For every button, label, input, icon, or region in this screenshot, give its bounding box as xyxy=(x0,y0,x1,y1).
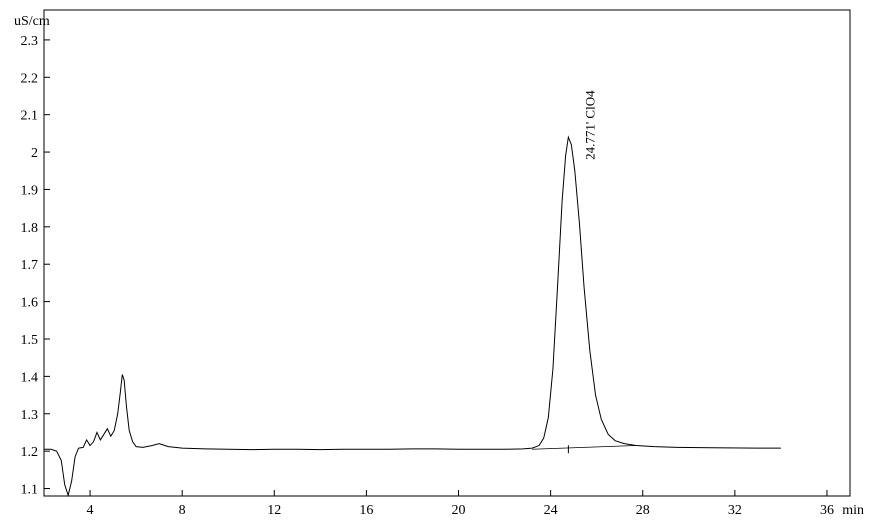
svg-text:2.3: 2.3 xyxy=(21,34,39,49)
x-axis-label: min xyxy=(842,503,864,518)
svg-text:8: 8 xyxy=(179,503,186,518)
y-axis-ticks: 1.1 1.2 1.3 1.4 1.5 1.6 1.7 1.8 1.9 2 2.1 2.2 2.3 xyxy=(21,34,51,498)
svg-text:32: 32 xyxy=(728,503,742,518)
svg-text:2.1: 2.1 xyxy=(21,109,39,124)
svg-text:1.3: 1.3 xyxy=(21,408,39,423)
svg-text:16: 16 xyxy=(359,503,373,518)
chromatogram-trace xyxy=(44,137,781,495)
svg-text:2.2: 2.2 xyxy=(21,71,39,86)
svg-text:1.5: 1.5 xyxy=(21,333,39,348)
svg-text:12: 12 xyxy=(267,503,281,518)
svg-text:1.1: 1.1 xyxy=(21,483,39,498)
svg-text:1.6: 1.6 xyxy=(21,296,39,311)
plot-frame xyxy=(44,10,850,496)
svg-text:1.2: 1.2 xyxy=(21,445,39,460)
svg-text:20: 20 xyxy=(452,503,466,518)
y-axis-label: uS/cm xyxy=(14,14,50,29)
svg-text:1.7: 1.7 xyxy=(21,258,39,273)
svg-text:4: 4 xyxy=(87,503,94,518)
peak-label: 24.771' ClO4 xyxy=(582,90,597,160)
svg-text:36: 36 xyxy=(820,503,834,518)
x-axis-ticks: 4 8 12 16 20 24 28 32 36 xyxy=(87,490,834,518)
svg-text:28: 28 xyxy=(636,503,650,518)
svg-text:1.8: 1.8 xyxy=(21,221,39,236)
svg-text:24: 24 xyxy=(544,503,558,518)
peak-baseline xyxy=(532,446,636,450)
svg-text:2: 2 xyxy=(31,146,38,161)
svg-text:1.9: 1.9 xyxy=(21,183,39,198)
svg-text:1.4: 1.4 xyxy=(21,370,39,385)
